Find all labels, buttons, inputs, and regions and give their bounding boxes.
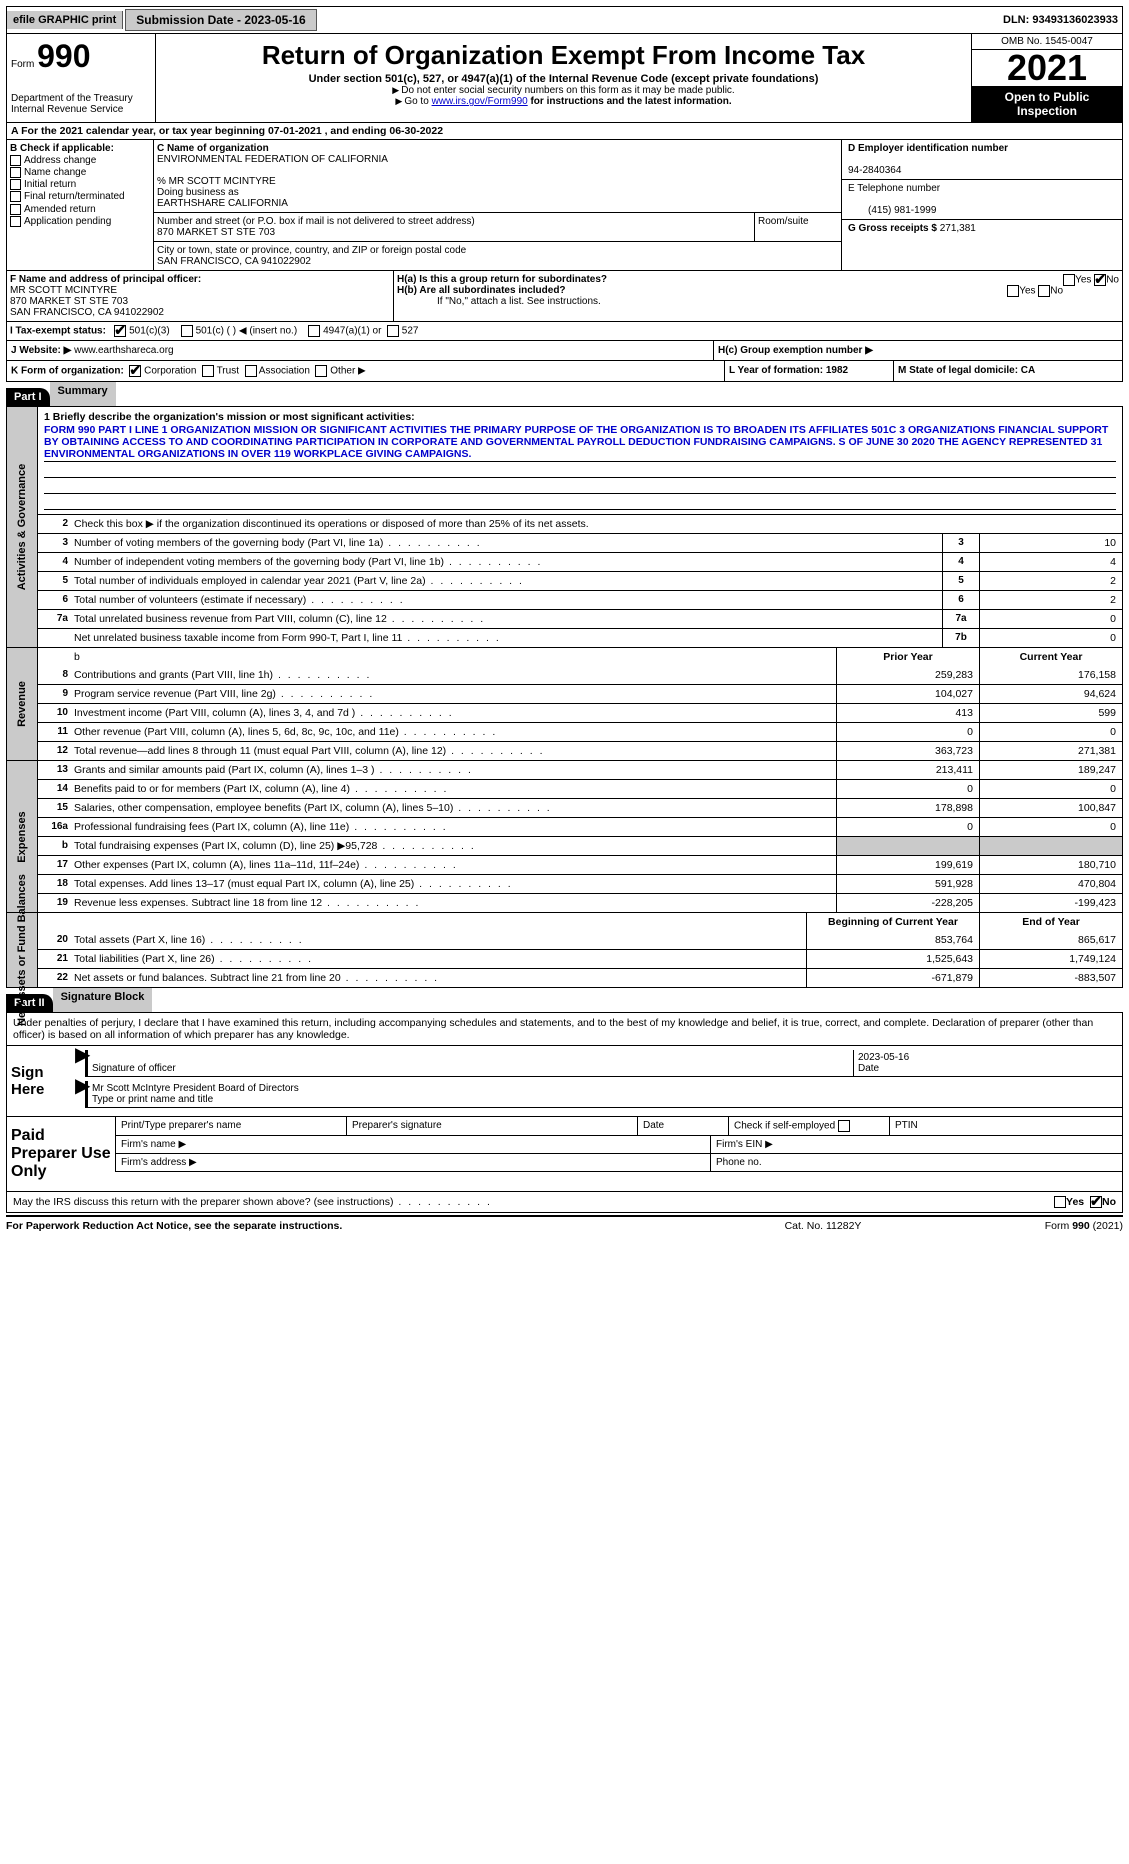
ssn-note: Do not enter social security numbers on … [160,85,967,96]
table-row: 21Total liabilities (Part X, line 26)1,5… [38,949,1122,968]
gross-receipts: 271,381 [940,223,976,234]
table-row: 12Total revenue—add lines 8 through 11 (… [38,741,1122,760]
form-header: Form 990 Department of the Treasury Inte… [6,34,1123,123]
row-k: K Form of organization: Corporation Trus… [6,361,1123,382]
val-4: 4 [979,553,1122,571]
form-subtitle: Under section 501(c), 527, or 4947(a)(1)… [160,73,967,85]
hb-no[interactable] [1038,285,1050,297]
row-j: J Website: ▶ www.earthshareca.org H(c) G… [6,341,1123,361]
chk-amended-return[interactable]: Amended return [10,204,150,215]
sig-date: 2023-05-16 [858,1052,909,1063]
street-address: 870 MARKET ST STE 703 [157,227,275,238]
table-row: 9Program service revenue (Part VIII, lin… [38,684,1122,703]
part-1-header: Part ISummary [6,382,1123,407]
val-5: 2 [979,572,1122,590]
signature-block: Under penalties of perjury, I declare th… [6,1013,1123,1213]
dba-name: EARTHSHARE CALIFORNIA [157,198,288,209]
row-a-period: A For the 2021 calendar year, or tax yea… [6,123,1123,140]
table-row: 13Grants and similar amounts paid (Part … [38,761,1122,779]
col-b-checkboxes: B Check if applicable: Address change Na… [7,140,154,270]
topbar: efile GRAPHIC print Submission Date - 20… [6,6,1123,34]
val-6: 2 [979,591,1122,609]
chk-trust[interactable] [202,365,214,377]
row-i-tax-status: I Tax-exempt status: 501(c)(3) 501(c) ( … [6,322,1123,341]
officer-printed-name: Mr Scott McIntyre President Board of Dir… [92,1083,299,1094]
org-name: ENVIRONMENTAL FEDERATION OF CALIFORNIA [157,154,388,165]
chk-self-employed[interactable] [838,1120,850,1132]
val-7b: 0 [979,629,1122,647]
city-state-zip: SAN FRANCISCO, CA 941022902 [157,256,311,267]
chk-final-return[interactable]: Final return/terminated [10,191,150,202]
telephone: (415) 981-1999 [868,205,936,216]
chk-address-change[interactable]: Address change [10,155,150,166]
dln-label: DLN: 93493136023933 [1003,14,1122,26]
open-to-public: Open to Public Inspection [972,86,1122,122]
goto-note: Go to www.irs.gov/Form990 for instructio… [160,96,967,107]
block-fh: F Name and address of principal officer:… [6,271,1123,322]
discuss-row: May the IRS discuss this return with the… [7,1191,1122,1212]
val-3: 10 [979,534,1122,552]
irs-link[interactable]: www.irs.gov/Form990 [432,96,528,107]
table-row: 15Salaries, other compensation, employee… [38,798,1122,817]
sign-here-label: Sign Here [7,1046,75,1116]
chk-501c[interactable] [181,325,193,337]
form-number: 990 [37,38,90,74]
chk-corporation[interactable] [129,365,141,377]
table-row: 10Investment income (Part VIII, column (… [38,703,1122,722]
table-row: bTotal fundraising expenses (Part IX, co… [38,836,1122,855]
efile-label: efile GRAPHIC print [7,11,123,29]
discuss-yes[interactable] [1054,1196,1066,1208]
footer: For Paperwork Reduction Act Notice, see … [6,1215,1123,1235]
form-word: Form [11,59,34,70]
website: www.earthshareca.org [74,345,174,356]
table-row: 11Other revenue (Part VIII, column (A), … [38,722,1122,741]
discuss-no[interactable] [1090,1196,1102,1208]
col-d-info: D Employer identification number94-28403… [841,140,1122,270]
form-title: Return of Organization Exempt From Incom… [160,40,967,71]
chk-527[interactable] [387,325,399,337]
table-row: 14Benefits paid to or for members (Part … [38,779,1122,798]
col-c-org: C Name of organization ENVIRONMENTAL FED… [154,140,841,270]
chk-initial-return[interactable]: Initial return [10,179,150,190]
state-domicile: M State of legal domicile: CA [898,365,1035,376]
part-2-header: Part IISignature Block [6,988,1123,1013]
hb-yes[interactable] [1007,285,1019,297]
col-h-group: H(a) Is this a group return for subordin… [394,271,1122,321]
ein: 94-2840364 [848,165,901,176]
block-bcd: B Check if applicable: Address change Na… [6,140,1123,271]
ha-yes[interactable] [1063,274,1075,286]
officer-name: MR SCOTT MCINTYRE [10,285,117,296]
table-row: 16aProfessional fundraising fees (Part I… [38,817,1122,836]
table-row: 22Net assets or fund balances. Subtract … [38,968,1122,987]
sec-expenses: Expenses 13Grants and similar amounts pa… [6,761,1123,913]
chk-application-pending[interactable]: Application pending [10,216,150,227]
chk-4947[interactable] [308,325,320,337]
ha-no[interactable] [1094,274,1106,286]
care-of: % MR SCOTT MCINTYRE [157,176,276,187]
tax-year: 2021 [972,50,1122,86]
sec-net-assets: Net Assets or Fund Balances Beginning of… [6,913,1123,988]
col-f-officer: F Name and address of principal officer:… [7,271,394,321]
chk-name-change[interactable]: Name change [10,167,150,178]
mission-text: FORM 990 PART I LINE 1 ORGANIZATION MISS… [44,423,1116,462]
perjury-declaration: Under penalties of perjury, I declare th… [7,1013,1122,1046]
room-suite: Room/suite [755,213,841,241]
table-row: 17Other expenses (Part IX, column (A), l… [38,855,1122,874]
sec-revenue: Revenue bPrior YearCurrent Year 8Contrib… [6,648,1123,761]
dept-label: Department of the Treasury Internal Reve… [11,93,151,115]
chk-501c3[interactable] [114,325,126,337]
table-row: 20Total assets (Part X, line 16)853,7648… [38,931,1122,949]
table-row: 8Contributions and grants (Part VIII, li… [38,666,1122,684]
table-row: 19Revenue less expenses. Subtract line 1… [38,893,1122,912]
table-row: 18Total expenses. Add lines 13–17 (must … [38,874,1122,893]
sec-governance: Activities & Governance 1 Briefly descri… [6,407,1123,648]
chk-other[interactable] [315,365,327,377]
submission-date-badge: Submission Date - 2023-05-16 [125,9,316,31]
chk-association[interactable] [245,365,257,377]
year-formation: L Year of formation: 1982 [729,365,848,376]
paid-preparer: Paid Preparer Use Only Print/Type prepar… [7,1116,1122,1191]
val-7a: 0 [979,610,1122,628]
